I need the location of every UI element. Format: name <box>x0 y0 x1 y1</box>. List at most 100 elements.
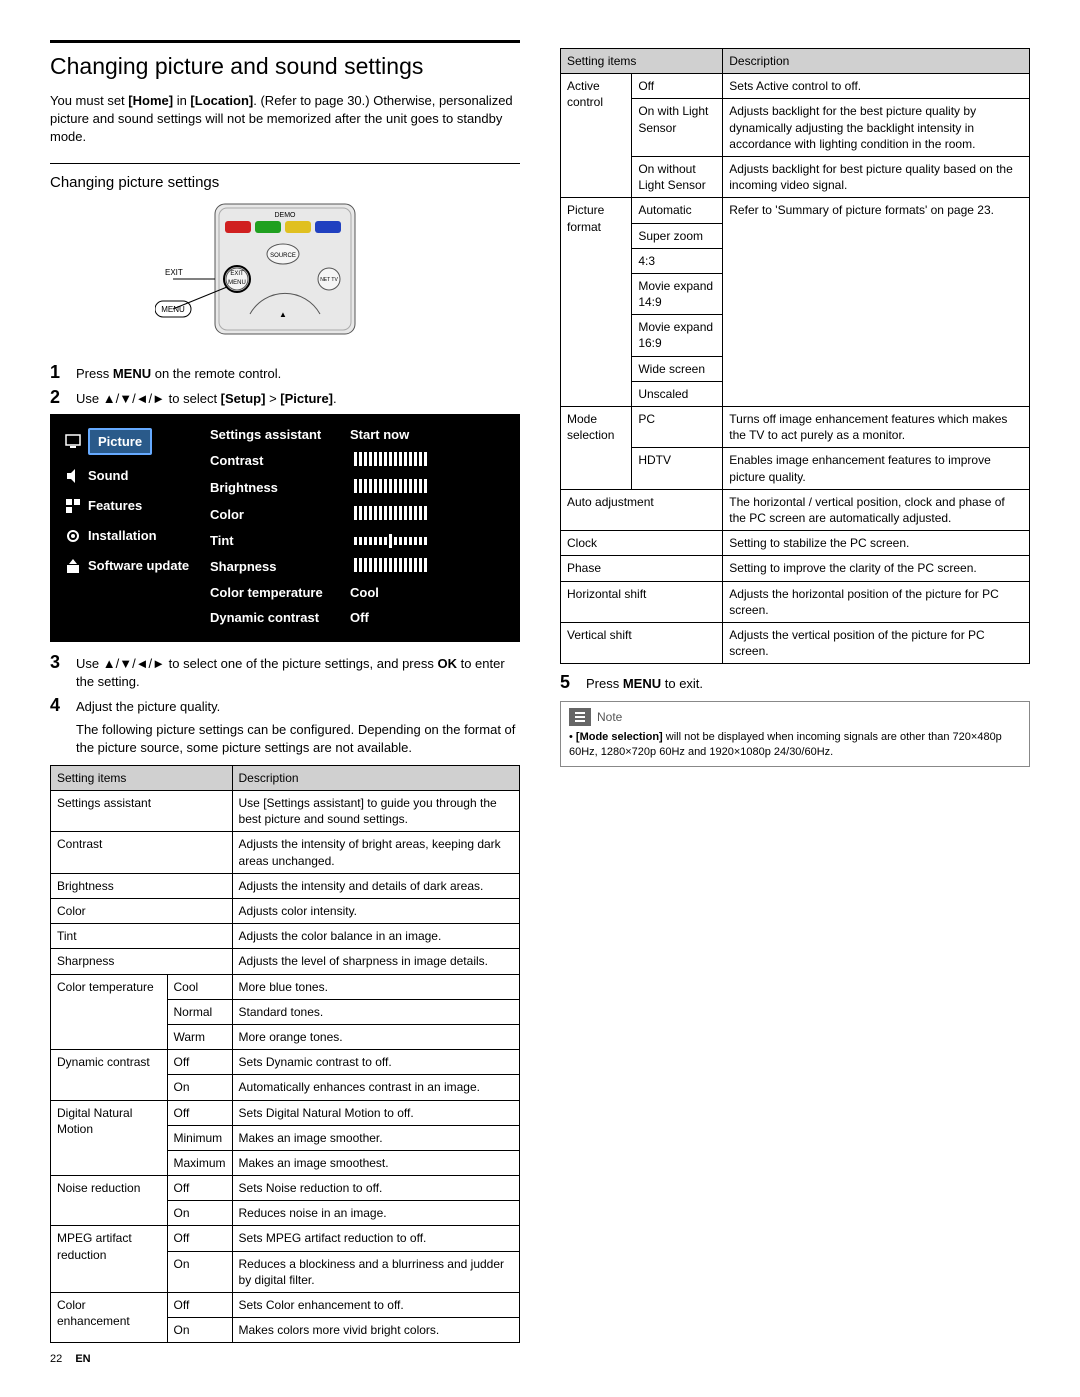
table-header: Description <box>232 765 519 790</box>
table-cell: On <box>167 1251 232 1292</box>
table-row: Settings assistantUse [Settings assistan… <box>51 791 520 832</box>
osd-setting-label: Contrast <box>210 453 340 468</box>
table-row: Auto adjustmentThe horizontal / vertical… <box>561 489 1030 530</box>
remote-diagram: DEMO SOURCE EXIT MENU NET TV ▲ EXIT <box>50 199 520 352</box>
osd-setting-row[interactable]: Color <box>210 501 510 528</box>
table-cell: Reduces a blockiness and a blurriness an… <box>232 1251 519 1292</box>
table-cell: Adjusts the intensity of bright areas, k… <box>232 832 519 873</box>
osd-setting-row[interactable]: Sharpness <box>210 553 510 580</box>
gear-icon <box>64 527 82 545</box>
table-cell: Contrast <box>51 832 233 873</box>
table-cell: Picture format <box>561 198 632 407</box>
osd-nav-features[interactable]: Features <box>60 491 200 521</box>
table-cell: Off <box>167 1050 232 1075</box>
osd-nav-picture[interactable]: Picture <box>60 422 200 461</box>
table-cell: The horizontal / vertical position, cloc… <box>723 489 1030 530</box>
osd-nav-label: Installation <box>88 528 157 543</box>
svg-text:SOURCE: SOURCE <box>270 253 296 259</box>
table-cell: MPEG artifact reduction <box>51 1226 168 1293</box>
table-cell: Adjusts the horizontal position of the p… <box>723 581 1030 622</box>
step-number: 4 <box>50 695 66 716</box>
table-row: Color temperatureCoolMore blue tones. <box>51 974 520 999</box>
table-cell: On <box>167 1318 232 1343</box>
svg-text:EXIT: EXIT <box>230 271 244 277</box>
table-cell: Normal <box>167 999 232 1024</box>
table-cell: Off <box>167 1293 232 1318</box>
step-2: 2 Use ▲/▼/◄/► to select [Setup] > [Pictu… <box>50 387 520 408</box>
table-cell: Super zoom <box>632 223 723 248</box>
table-cell: Adjusts the intensity and details of dar… <box>232 873 519 898</box>
table-cell: Makes an image smoother. <box>232 1125 519 1150</box>
step-text: Press MENU on the remote control. <box>76 362 281 383</box>
svg-text:▲: ▲ <box>279 310 287 319</box>
table-cell: Color <box>51 899 233 924</box>
table-cell: Off <box>632 74 723 99</box>
table-cell: On <box>167 1075 232 1100</box>
table-row: Digital Natural MotionOffSets Digital Na… <box>51 1100 520 1125</box>
update-icon <box>64 557 82 575</box>
table-cell: Cool <box>167 974 232 999</box>
osd-nav-sound[interactable]: Sound <box>60 461 200 491</box>
table-cell: Standard tones. <box>232 999 519 1024</box>
step-4-sub: The following picture settings can be co… <box>76 721 520 757</box>
osd-setting-label: Dynamic contrast <box>210 610 340 625</box>
osd-nav: Picture Sound Features <box>60 422 200 630</box>
osd-setting-value <box>350 479 510 496</box>
table-cell: Brightness <box>51 873 233 898</box>
page: Changing picture and sound settings You … <box>0 0 1080 1385</box>
table-row: TintAdjusts the color balance in an imag… <box>51 924 520 949</box>
osd-setting-row[interactable]: Dynamic contrastOff <box>210 605 510 630</box>
osd-setting-row[interactable]: Tint <box>210 528 510 553</box>
step-text: Adjust the picture quality. <box>76 695 220 716</box>
osd-setting-row[interactable]: Color temperatureCool <box>210 580 510 605</box>
table-cell: Off <box>167 1226 232 1251</box>
table-cell: Automatically enhances contrast in an im… <box>232 1075 519 1100</box>
table-cell: Makes an image smoothest. <box>232 1150 519 1175</box>
table-row: ContrastAdjusts the intensity of bright … <box>51 832 520 873</box>
table-cell: Phase <box>561 556 723 581</box>
table-cell: Tint <box>51 924 233 949</box>
text: [Location] <box>190 93 253 108</box>
table-cell: Active control <box>561 74 632 198</box>
table-cell: Setting to stabilize the PC screen. <box>723 531 1030 556</box>
table-cell: More blue tones. <box>232 974 519 999</box>
page-footer: 22 EN <box>50 1353 520 1365</box>
table-row: Horizontal shiftAdjusts the horizontal p… <box>561 581 1030 622</box>
osd-nav-label: Features <box>88 498 142 513</box>
svg-text:NET TV: NET TV <box>320 277 338 283</box>
step-text: Press MENU to exit. <box>586 672 703 693</box>
table-cell: Automatic <box>632 198 723 223</box>
osd-nav-label: Sound <box>88 468 128 483</box>
table-cell: On without Light Sensor <box>632 156 723 197</box>
osd-setting-value <box>350 452 510 469</box>
table-row: On with Light SensorAdjusts backlight fo… <box>561 99 1030 157</box>
osd-setting-row[interactable]: Brightness <box>210 474 510 501</box>
table-row: ClockSetting to stabilize the PC screen. <box>561 531 1030 556</box>
left-column: Changing picture and sound settings You … <box>50 40 520 1365</box>
table-cell: Adjusts the level of sharpness in image … <box>232 949 519 974</box>
step-text: Use ▲/▼/◄/► to select [Setup] > [Picture… <box>76 387 337 408</box>
table-cell: Sets Active control to off. <box>723 74 1030 99</box>
table-cell: Sets Noise reduction to off. <box>232 1176 519 1201</box>
table-cell: Off <box>167 1176 232 1201</box>
table-row: HDTVEnables image enhancement features t… <box>561 448 1030 489</box>
osd-nav-software-update[interactable]: Software update <box>60 551 200 581</box>
table-cell: Minimum <box>167 1125 232 1150</box>
osd-nav-label: Software update <box>88 558 189 573</box>
osd-nav-installation[interactable]: Installation <box>60 521 200 551</box>
osd-setting-value <box>350 506 510 523</box>
step-1: 1 Press MENU on the remote control. <box>50 362 520 383</box>
osd-setting-row[interactable]: Contrast <box>210 447 510 474</box>
step-number: 2 <box>50 387 66 408</box>
table-cell: Settings assistant <box>51 791 233 832</box>
table-cell: Digital Natural Motion <box>51 1100 168 1176</box>
table-cell: Sets Digital Natural Motion to off. <box>232 1100 519 1125</box>
table-cell: PC <box>632 407 723 448</box>
table-cell: Horizontal shift <box>561 581 723 622</box>
table-cell: Vertical shift <box>561 622 723 663</box>
note-box: Note • [Mode selection] will not be disp… <box>560 701 1030 767</box>
step-number: 3 <box>50 652 66 673</box>
osd-setting-row[interactable]: Settings assistantStart now <box>210 422 510 447</box>
osd-menu: Picture Sound Features <box>50 414 520 642</box>
table-cell: Adjusts backlight for best picture quali… <box>723 156 1030 197</box>
